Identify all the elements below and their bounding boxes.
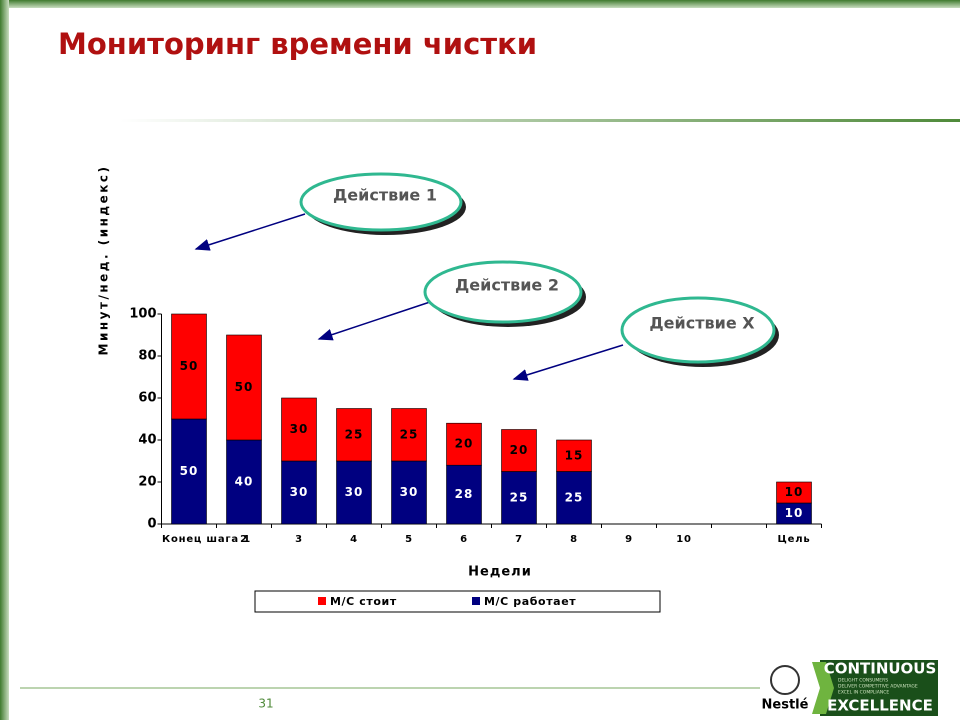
- x-axis-label: Недели: [468, 565, 532, 580]
- data-label: 30: [290, 485, 309, 499]
- data-label: 50: [180, 359, 199, 373]
- x-tick-label: 10: [676, 534, 692, 545]
- left-border: [0, 0, 9, 720]
- logo-tagline: DELIVER COMPETITIVE ADVANTAGE: [838, 684, 918, 690]
- logo-brand: Nestlé: [762, 698, 809, 713]
- bar-segment: [391, 460, 427, 525]
- y-tick-label: 80: [138, 349, 156, 364]
- callout-arrow: [194, 213, 306, 251]
- x-tick-label: 8: [570, 534, 578, 545]
- x-tick-label: 4: [350, 534, 358, 545]
- bar-segment: [501, 471, 537, 525]
- y-tick-label: 100: [129, 307, 156, 322]
- callout-text: Действие 1: [333, 186, 437, 205]
- data-label: 15: [565, 448, 584, 462]
- slide-title: Мониторинг времени чистки: [58, 27, 537, 61]
- callout: [423, 260, 583, 324]
- y-tick-label: 60: [138, 391, 156, 406]
- bar-segment: [556, 439, 592, 472]
- x-tick-label: 7: [515, 534, 523, 545]
- logo-line2: EXCELLENCE: [827, 697, 933, 715]
- x-tick-label: 9: [625, 534, 633, 545]
- data-label: 28: [455, 487, 474, 501]
- page-number: 31: [258, 697, 273, 711]
- y-tick-label: 20: [138, 475, 156, 490]
- logo-tagline: DELIGHT CONSUMERS: [838, 678, 888, 684]
- bar-segment: [336, 460, 372, 525]
- data-label: 25: [565, 490, 584, 504]
- bar-segment: [336, 408, 372, 462]
- x-tick-label: Цель: [778, 534, 811, 545]
- data-label: 30: [290, 422, 309, 436]
- bar-segment: [776, 481, 812, 504]
- logo-nest: [770, 665, 800, 695]
- top-border: [0, 0, 960, 8]
- data-label: 50: [180, 464, 199, 478]
- data-label: 40: [235, 475, 254, 489]
- data-label: 50: [235, 380, 254, 394]
- callout-arrow: [317, 301, 431, 341]
- data-label: 25: [400, 427, 419, 441]
- callout-text: Действие X: [649, 314, 755, 333]
- bar-segment: [446, 422, 482, 466]
- bar-segment: [501, 429, 537, 472]
- bar-segment: [281, 397, 317, 462]
- data-label: 30: [345, 485, 364, 499]
- callout: [299, 172, 463, 232]
- legend-swatch: [318, 597, 326, 605]
- bar-segment: [391, 408, 427, 462]
- bar-segment: [446, 464, 482, 525]
- bar-segment: [281, 460, 317, 525]
- legend-swatch: [472, 597, 480, 605]
- data-label: 30: [400, 485, 419, 499]
- data-label: 20: [510, 443, 529, 457]
- data-label: 10: [785, 485, 804, 499]
- logo: Nestlé CONTINUOUS DELIGHT CONSUMERS DELI…: [762, 660, 938, 716]
- bar-segment: [226, 439, 262, 525]
- data-label: 10: [785, 506, 804, 520]
- legend: [254, 590, 661, 613]
- callout: [620, 296, 776, 364]
- callout-text: Действие 2: [455, 276, 559, 295]
- bar-segment: [171, 313, 207, 420]
- logo-chevron: [812, 662, 834, 714]
- x-tick-label: 5: [405, 534, 413, 545]
- legend-label: М/С работает: [484, 595, 576, 608]
- data-label: 25: [510, 490, 529, 504]
- x-tick-label: 3: [295, 534, 303, 545]
- y-tick-label: 0: [147, 517, 156, 532]
- y-axis-label: Минут/нед. (индекс): [97, 165, 111, 356]
- y-tick-label: 40: [138, 433, 156, 448]
- x-tick-label: Конец шага 1: [162, 534, 251, 545]
- x-tick-label: 6: [460, 534, 468, 545]
- legend-label: М/С стоит: [330, 595, 397, 608]
- logo-tagline: EXCEL IN COMPLIANCE: [838, 690, 889, 696]
- callout-arrow: [512, 344, 624, 381]
- bar-segment: [226, 334, 262, 441]
- x-tick-label: 2: [240, 534, 248, 545]
- bar-segment: [556, 471, 592, 525]
- data-label: 25: [345, 427, 364, 441]
- title-rule: [120, 119, 960, 122]
- logo-line1: CONTINUOUS: [824, 660, 937, 678]
- logo-box: [820, 660, 938, 716]
- data-label: 20: [455, 437, 474, 451]
